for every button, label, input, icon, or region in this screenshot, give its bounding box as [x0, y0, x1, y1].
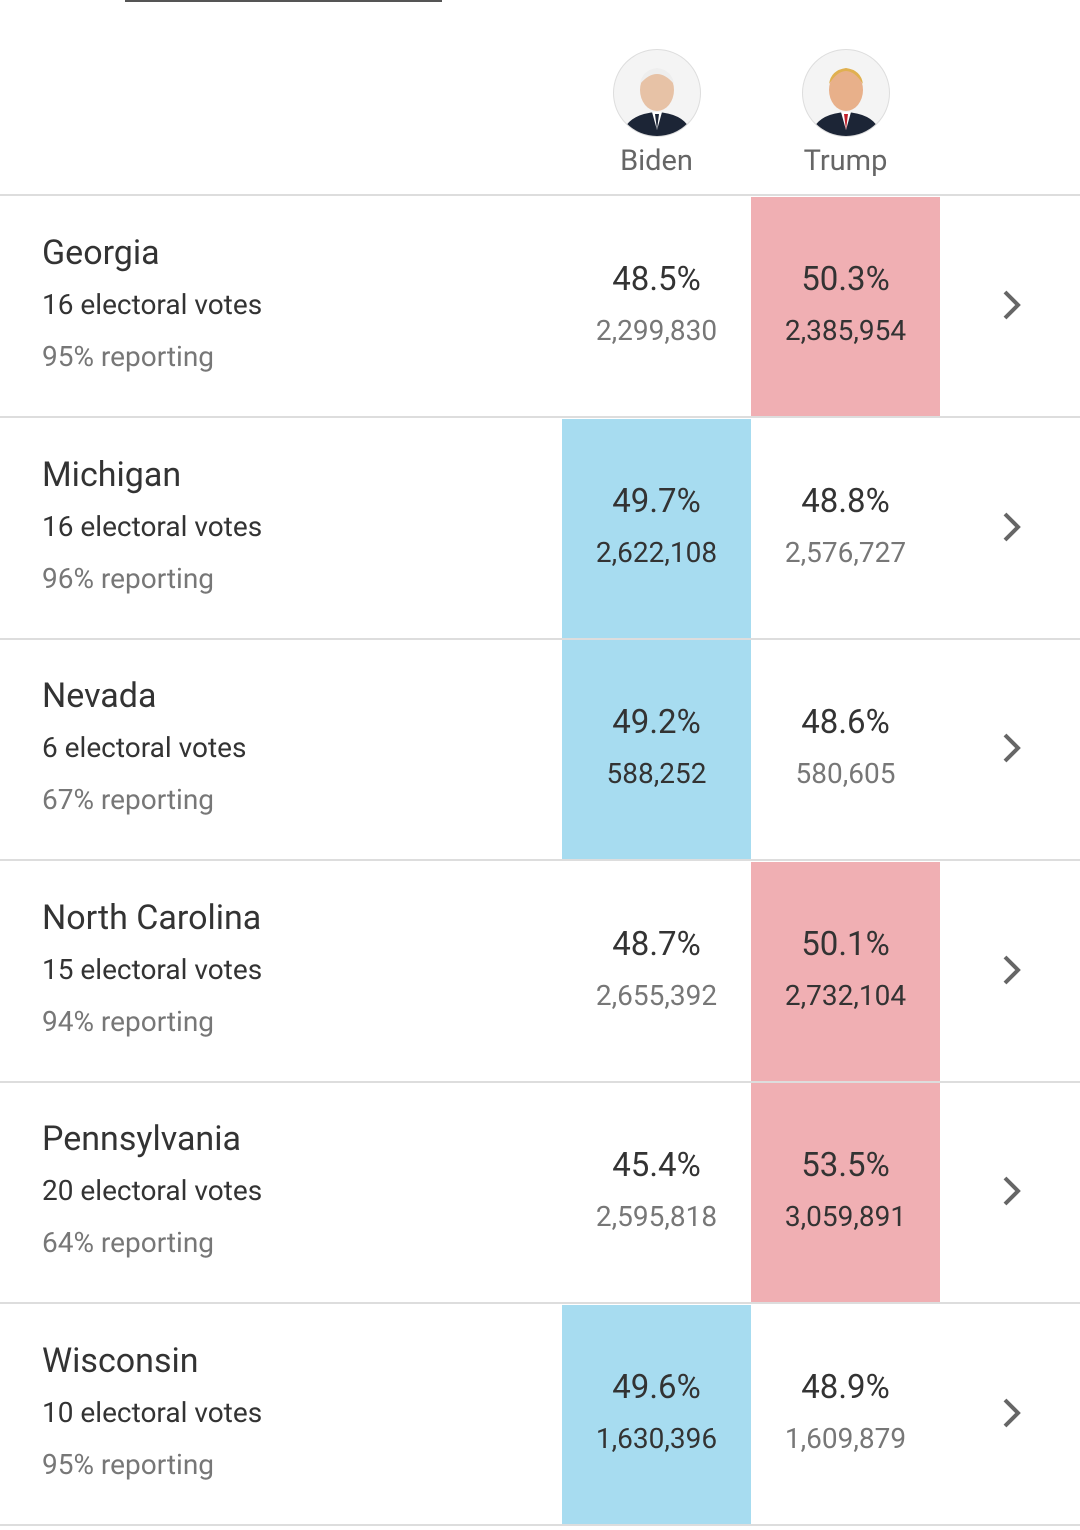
avatar-image	[621, 68, 692, 136]
vote-percent: 50.3%	[801, 260, 890, 299]
vote-percent: 49.7%	[612, 482, 701, 521]
avatar-image	[810, 68, 881, 136]
candidate-name: Biden	[620, 144, 693, 178]
row-divider	[0, 416, 1080, 418]
vote-count: 2,385,954	[784, 314, 907, 347]
chevron-icon	[1003, 1176, 1021, 1206]
avatar	[801, 49, 890, 137]
electoral-votes: 10 electoral votes	[42, 1396, 263, 1429]
leader-highlight	[751, 197, 940, 416]
electoral-votes: 16 electoral votes	[42, 288, 263, 321]
leader-highlight	[562, 1305, 751, 1524]
row-divider	[0, 1524, 1080, 1526]
reporting: 95% reporting	[42, 1448, 215, 1481]
reporting: 67% reporting	[42, 783, 215, 816]
vote-count: 580,605	[795, 757, 896, 790]
row-divider	[0, 859, 1080, 861]
vote-count: 3,059,891	[784, 1200, 907, 1233]
state-name: Nevada	[42, 676, 157, 716]
candidate-name: Trump	[803, 144, 888, 178]
vote-count: 588,252	[606, 757, 707, 790]
vote-percent: 45.4%	[612, 1146, 701, 1185]
state-name: Pennsylvania	[42, 1119, 241, 1159]
vote-count: 1,609,879	[784, 1422, 907, 1455]
vote-percent: 48.8%	[801, 482, 890, 521]
tab-underline	[125, 0, 442, 2]
state-name: Michigan	[42, 455, 182, 495]
header-divider	[0, 194, 1080, 196]
chevron[interactable]	[996, 732, 1028, 764]
vote-percent: 48.6%	[801, 703, 890, 742]
chevron[interactable]	[996, 511, 1028, 543]
vote-count: 2,655,392	[595, 979, 718, 1012]
vote-percent: 49.2%	[612, 703, 701, 742]
chevron[interactable]	[996, 1175, 1028, 1207]
vote-count: 2,576,727	[784, 536, 907, 569]
leader-highlight	[562, 640, 751, 859]
row-divider	[0, 1302, 1080, 1304]
electoral-votes: 6 electoral votes	[42, 731, 247, 764]
vote-count: 2,622,108	[595, 536, 718, 569]
vote-count: 1,630,396	[595, 1422, 718, 1455]
state-name: Wisconsin	[42, 1341, 199, 1381]
chevron[interactable]	[996, 1397, 1028, 1429]
leader-highlight	[751, 862, 940, 1081]
leader-highlight	[751, 1083, 940, 1302]
electoral-votes: 15 electoral votes	[42, 953, 263, 986]
chevron[interactable]	[996, 954, 1028, 986]
reporting: 94% reporting	[42, 1005, 215, 1038]
row-divider	[0, 638, 1080, 640]
vote-percent: 48.7%	[612, 925, 701, 964]
vote-count: 2,299,830	[595, 314, 718, 347]
vote-percent: 49.6%	[612, 1368, 701, 1407]
electoral-votes: 20 electoral votes	[42, 1174, 263, 1207]
vote-count: 2,595,818	[595, 1200, 718, 1233]
vote-percent: 48.9%	[801, 1368, 890, 1407]
electoral-votes: 16 electoral votes	[42, 510, 263, 543]
row-divider	[0, 1081, 1080, 1083]
chevron-icon	[1003, 955, 1021, 985]
vote-percent: 50.1%	[801, 925, 890, 964]
chevron-icon	[1003, 512, 1021, 542]
avatar	[612, 49, 701, 137]
state-name: Georgia	[42, 233, 160, 273]
chevron[interactable]	[996, 289, 1028, 321]
reporting: 95% reporting	[42, 340, 215, 373]
chevron-icon	[1003, 1398, 1021, 1428]
reporting: 64% reporting	[42, 1226, 215, 1259]
chevron-icon	[1003, 290, 1021, 320]
vote-percent: 53.5%	[801, 1146, 890, 1185]
leader-highlight	[562, 419, 751, 638]
reporting: 96% reporting	[42, 562, 215, 595]
vote-percent: 48.5%	[612, 260, 701, 299]
state-name: North Carolina	[42, 898, 262, 938]
vote-count: 2,732,104	[784, 979, 907, 1012]
chevron-icon	[1003, 733, 1021, 763]
